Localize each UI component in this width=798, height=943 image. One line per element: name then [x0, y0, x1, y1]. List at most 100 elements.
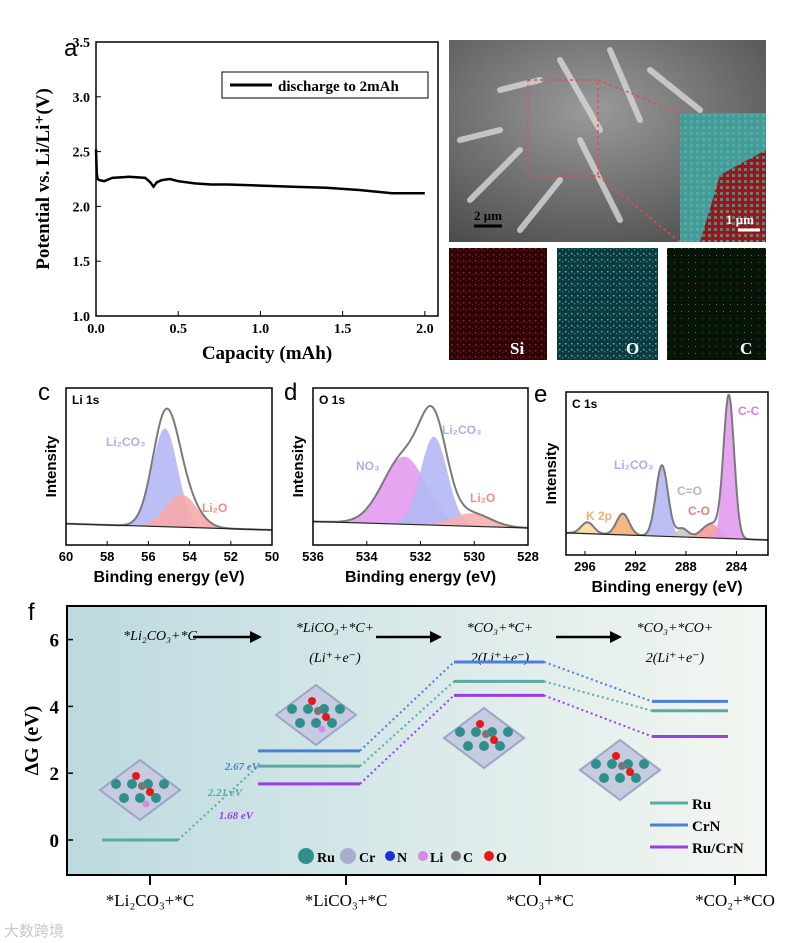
o-atom	[626, 768, 634, 776]
scale-bar-main: 2 μm	[474, 208, 502, 223]
x-tick-label: 528	[517, 549, 539, 564]
peak-fill	[566, 522, 768, 540]
ru-atom	[495, 741, 505, 751]
x-tick-label: 288	[675, 559, 697, 574]
peak-label: Li₂CO₃	[106, 435, 146, 449]
ru-atom	[135, 793, 145, 803]
watermark: 大数跨境	[4, 922, 64, 940]
adsorption-structure	[442, 706, 526, 770]
energy-connector	[359, 661, 455, 752]
x-tick-label: 536	[302, 549, 324, 564]
ru-atom	[303, 704, 313, 714]
o-atom	[612, 752, 620, 760]
panel-label-a: a	[64, 35, 78, 62]
legend-label: discharge to 2mAh	[278, 79, 399, 95]
baseline	[65, 523, 273, 531]
y-axis-title: Intensity	[43, 435, 60, 497]
barrier-annotation: 2.21 eV	[207, 787, 244, 799]
arrow-head-icon	[610, 631, 622, 643]
o-atom	[146, 788, 154, 796]
x-tick-label: 534	[356, 549, 378, 564]
peak-fill	[313, 513, 528, 528]
y-tick-label: 3.0	[73, 91, 91, 106]
ru-atom	[151, 793, 161, 803]
plot-frame	[95, 41, 439, 317]
y-axis-title: ΔG (eV)	[21, 706, 43, 776]
barrier-annotation: 1.68 eV	[219, 810, 255, 822]
peak-label: NO₃	[356, 459, 380, 473]
reaction-step-label: *CO₃+*C+	[467, 621, 534, 636]
legend-label: Ru	[692, 797, 711, 813]
ru-atom	[287, 704, 297, 714]
adsorption-structure	[274, 683, 358, 747]
cr-lattice	[578, 738, 662, 802]
reaction-step-label: *CO₃+*CO+	[637, 621, 714, 636]
ru-atom	[639, 759, 649, 769]
atom-legend-icon	[340, 848, 356, 864]
atom-legend-label: O	[496, 851, 507, 866]
x-tick-label: 54	[182, 549, 197, 564]
arrow-head-icon	[250, 631, 262, 643]
ru-atom	[159, 779, 169, 789]
barrier-annotation: 2.67 eV	[224, 761, 261, 773]
x-tick-label: 58	[100, 549, 114, 564]
x-tick-label: 532	[410, 549, 432, 564]
sem-nanorods	[457, 47, 703, 233]
peak-fill	[566, 465, 768, 540]
ru-atom	[127, 779, 137, 789]
atom-legend-icon	[385, 851, 395, 861]
energy-connector	[543, 694, 653, 738]
x-tick-label: 52	[224, 549, 238, 564]
ru-atom	[615, 773, 625, 783]
peak-fill	[66, 494, 272, 530]
y-tick-label: 6	[50, 631, 60, 652]
baseline	[312, 520, 529, 529]
ru-atom	[463, 741, 473, 751]
peak-label: C=O	[677, 484, 702, 498]
x-tick-label: 60	[59, 549, 73, 564]
o-atom	[308, 697, 316, 705]
x-tick-label: 284	[726, 559, 748, 574]
energy-connector	[543, 661, 653, 703]
c-atom	[314, 707, 322, 715]
arrow-head-icon	[430, 631, 442, 643]
ru-atom	[591, 759, 601, 769]
energy-connector	[359, 680, 455, 767]
panel-label-e: e	[534, 381, 547, 408]
y-tick-label: 1.0	[73, 310, 91, 325]
atom-legend-icon	[484, 851, 494, 861]
panel-label-f: f	[28, 599, 35, 626]
c-atom	[138, 782, 146, 790]
eds-label-o: O	[626, 339, 639, 358]
cr-lattice	[274, 683, 358, 747]
y-axis-title: Intensity	[290, 435, 307, 497]
peak-fill	[66, 428, 272, 530]
eds-map-si	[449, 248, 547, 360]
x-tick-label: 530	[463, 549, 485, 564]
zoom-region	[527, 79, 599, 177]
y-tick-label: 0	[50, 831, 60, 852]
x-tick-label: 0.5	[169, 322, 187, 337]
c-atom	[482, 730, 490, 738]
ru-atom	[503, 727, 513, 737]
x-tick-label: 56	[141, 549, 155, 564]
ru-atom	[471, 727, 481, 737]
peak-fill	[566, 513, 768, 540]
energy-connector	[543, 680, 653, 712]
plot-frame	[565, 391, 769, 556]
panel-label-c: c	[38, 379, 50, 406]
reaction-step-electron: 2(Li⁺+e⁻)	[646, 651, 705, 666]
x-tick-label: 2.0	[416, 322, 434, 337]
cr-lattice	[442, 706, 526, 770]
envelope-curve	[566, 393, 768, 541]
ru-atom	[479, 741, 489, 751]
chart-xps-o1s: O 1s 536 534 532 530 528 Binding energy (eV) In…	[290, 387, 539, 586]
baseline	[565, 532, 769, 541]
y-tick-label: 2.5	[73, 146, 91, 161]
atom-legend-icon	[298, 848, 314, 864]
x-axis-title: Binding energy (eV)	[93, 569, 244, 586]
li-atom	[318, 725, 326, 733]
ru-atom	[311, 718, 321, 728]
peak-label: C-C	[738, 404, 760, 418]
y-tick-label: 1.5	[73, 255, 91, 270]
